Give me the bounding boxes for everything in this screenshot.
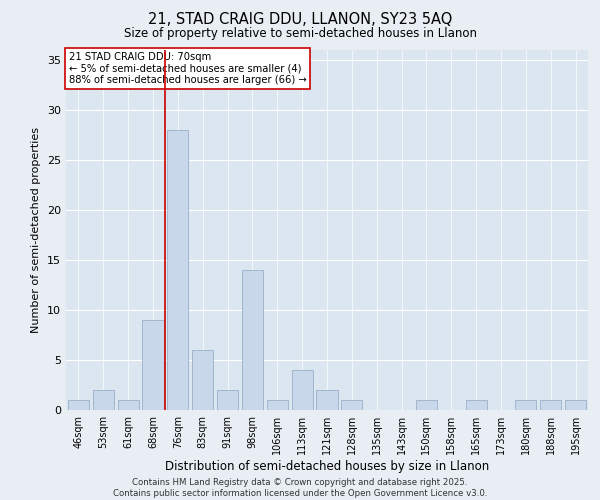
Bar <box>217 390 238 410</box>
Bar <box>416 400 437 410</box>
Text: 21, STAD CRAIG DDU, LLANON, SY23 5AQ: 21, STAD CRAIG DDU, LLANON, SY23 5AQ <box>148 12 452 28</box>
Bar <box>565 400 586 410</box>
Y-axis label: Number of semi-detached properties: Number of semi-detached properties <box>31 127 41 333</box>
Bar <box>142 320 164 410</box>
Bar <box>466 400 487 410</box>
Bar <box>118 400 139 410</box>
Bar <box>540 400 561 410</box>
X-axis label: Distribution of semi-detached houses by size in Llanon: Distribution of semi-detached houses by … <box>165 460 489 472</box>
Bar <box>267 400 288 410</box>
Text: Size of property relative to semi-detached houses in Llanon: Size of property relative to semi-detach… <box>124 28 476 40</box>
Bar <box>515 400 536 410</box>
Bar <box>341 400 362 410</box>
Bar <box>93 390 114 410</box>
Text: Contains HM Land Registry data © Crown copyright and database right 2025.
Contai: Contains HM Land Registry data © Crown c… <box>113 478 487 498</box>
Bar <box>192 350 213 410</box>
Bar <box>292 370 313 410</box>
Bar <box>68 400 89 410</box>
Bar <box>242 270 263 410</box>
Bar <box>167 130 188 410</box>
Text: 21 STAD CRAIG DDU: 70sqm
← 5% of semi-detached houses are smaller (4)
88% of sem: 21 STAD CRAIG DDU: 70sqm ← 5% of semi-de… <box>68 52 307 85</box>
Bar <box>316 390 338 410</box>
